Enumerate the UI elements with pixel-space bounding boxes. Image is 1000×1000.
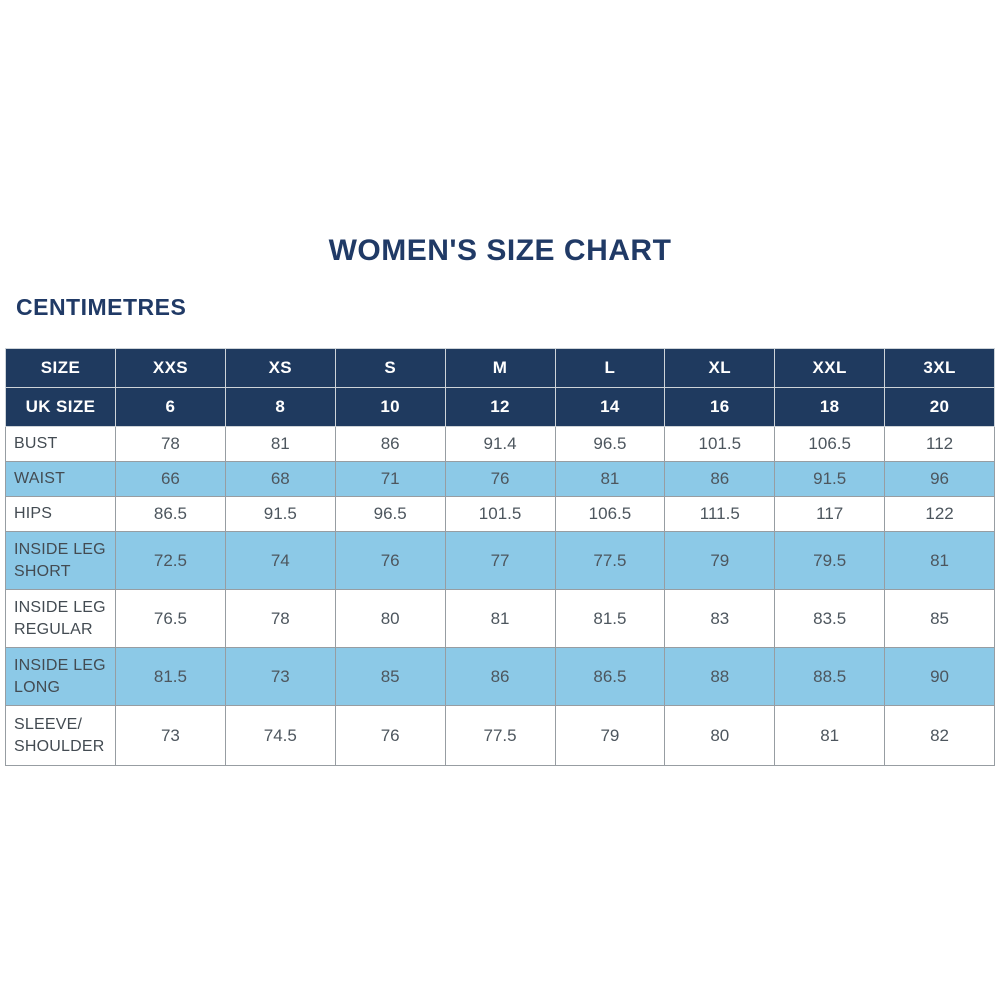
cell-value: 91.5: [224, 496, 336, 532]
uk-size-label: UK SIZE: [5, 387, 116, 427]
cell-value: 106.5: [774, 426, 886, 462]
cell-value: 81.5: [115, 647, 226, 706]
cell-value: 72.5: [115, 531, 226, 590]
cell-value: 82: [884, 705, 995, 766]
cell-value: 96.5: [334, 496, 446, 532]
cell-value: 81.5: [554, 589, 666, 648]
uk-size-8: 8: [224, 387, 336, 427]
size-col-s: S: [334, 348, 446, 388]
cell-value: 77.5: [444, 705, 556, 766]
cell-value: 101.5: [444, 496, 556, 532]
size-col-xs: XS: [224, 348, 336, 388]
cell-value: 86: [444, 647, 556, 706]
cell-value: 81: [224, 426, 336, 462]
cell-value: 122: [884, 496, 995, 532]
cell-value: 77.5: [554, 531, 666, 590]
uk-size-12: 12: [444, 387, 556, 427]
size-col-l: L: [554, 348, 666, 388]
size-col-xxl: XXL: [774, 348, 886, 388]
cell-value: 81: [554, 461, 666, 497]
cell-value: 88.5: [774, 647, 886, 706]
cell-value: 91.5: [774, 461, 886, 497]
size-header-row: SIZE XXS XS S M L XL XXL 3XL: [5, 348, 995, 388]
cell-value: 79.5: [774, 531, 886, 590]
cell-value: 74: [224, 531, 336, 590]
cell-value: 86.5: [115, 496, 226, 532]
cell-value: 73: [224, 647, 336, 706]
cell-value: 91.4: [444, 426, 556, 462]
cell-value: 77: [444, 531, 556, 590]
size-col-xl: XL: [664, 348, 776, 388]
size-col-xxs: XXS: [115, 348, 226, 388]
size-chart-table: SIZE XXS XS S M L XL XXL 3XL UK SIZE 6 8…: [5, 348, 995, 766]
table-row-inside-leg-long: INSIDE LEG LONG 81.5 73 85 86 86.5 88 88…: [5, 647, 995, 706]
uk-size-6: 6: [115, 387, 226, 427]
cell-value: 86.5: [554, 647, 666, 706]
size-col-3xl: 3XL: [884, 348, 995, 388]
cell-value: 81: [884, 531, 995, 590]
cell-value: 86: [334, 426, 446, 462]
cell-value: 76: [334, 705, 446, 766]
cell-value: 78: [224, 589, 336, 648]
table-row-inside-leg-short: INSIDE LEG SHORT 72.5 74 76 77 77.5 79 7…: [5, 531, 995, 590]
cell-value: 71: [334, 461, 446, 497]
cell-value: 76.5: [115, 589, 226, 648]
cell-value: 76: [334, 531, 446, 590]
cell-value: 79: [664, 531, 776, 590]
row-label-sleeve-shoulder: SLEEVE/ SHOULDER: [5, 705, 116, 766]
row-label-inside-leg-regular: INSIDE LEG REGULAR: [5, 589, 116, 648]
row-label-inside-leg-short: INSIDE LEG SHORT: [5, 531, 116, 590]
uk-size-16: 16: [664, 387, 776, 427]
cell-value: 81: [774, 705, 886, 766]
cell-value: 66: [115, 461, 226, 497]
cell-value: 79: [554, 705, 666, 766]
cell-value: 80: [334, 589, 446, 648]
cell-value: 112: [884, 426, 995, 462]
cell-value: 68: [224, 461, 336, 497]
uk-size-18: 18: [774, 387, 886, 427]
cell-value: 78: [115, 426, 226, 462]
row-label-inside-leg-long: INSIDE LEG LONG: [5, 647, 116, 706]
uk-size-header-row: UK SIZE 6 8 10 12 14 16 18 20: [5, 387, 995, 427]
row-label-waist: WAIST: [5, 461, 116, 497]
cell-value: 101.5: [664, 426, 776, 462]
uk-size-20: 20: [884, 387, 995, 427]
cell-value: 86: [664, 461, 776, 497]
cell-value: 117: [774, 496, 886, 532]
page-title: WOMEN'S SIZE CHART: [328, 234, 672, 267]
size-header-label: SIZE: [5, 348, 116, 388]
cell-value: 88: [664, 647, 776, 706]
cell-value: 73: [115, 705, 226, 766]
unit-label: CENTIMETRES: [16, 294, 187, 320]
cell-value: 85: [884, 589, 995, 648]
cell-value: 80: [664, 705, 776, 766]
cell-value: 83: [664, 589, 776, 648]
uk-size-10: 10: [334, 387, 446, 427]
cell-value: 90: [884, 647, 995, 706]
table-row-inside-leg-regular: INSIDE LEG REGULAR 76.5 78 80 81 81.5 83…: [5, 589, 995, 648]
cell-value: 81: [444, 589, 556, 648]
uk-size-14: 14: [554, 387, 666, 427]
table-row-waist: WAIST 66 68 71 76 81 86 91.5 96: [5, 461, 995, 497]
size-col-m: M: [444, 348, 556, 388]
row-label-bust: BUST: [5, 426, 116, 462]
cell-value: 74.5: [224, 705, 336, 766]
cell-value: 76: [444, 461, 556, 497]
cell-value: 106.5: [554, 496, 666, 532]
cell-value: 85: [334, 647, 446, 706]
row-label-hips: HIPS: [5, 496, 116, 532]
cell-value: 96: [884, 461, 995, 497]
table-row-bust: BUST 78 81 86 91.4 96.5 101.5 106.5 112: [5, 426, 995, 462]
table-row-hips: HIPS 86.5 91.5 96.5 101.5 106.5 111.5 11…: [5, 496, 995, 532]
table-row-sleeve-shoulder: SLEEVE/ SHOULDER 73 74.5 76 77.5 79 80 8…: [5, 705, 995, 766]
cell-value: 111.5: [664, 496, 776, 532]
cell-value: 83.5: [774, 589, 886, 648]
cell-value: 96.5: [554, 426, 666, 462]
